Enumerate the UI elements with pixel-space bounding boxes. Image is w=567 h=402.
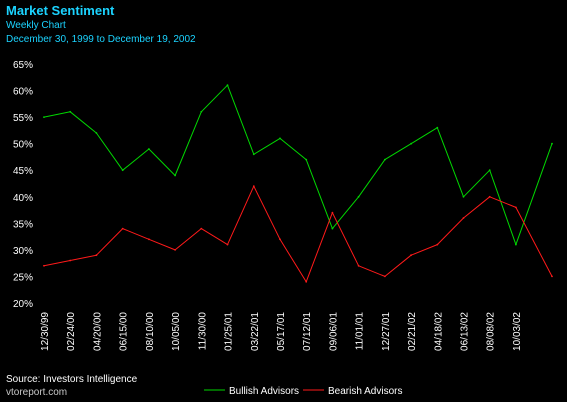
y-tick-label-0: 65% [13,60,33,71]
data-point-bearish-1 [69,259,72,262]
data-point-bullish-9 [279,137,281,140]
x-tick-label-18: 10/03/02 [512,312,523,351]
chart-subtitle: Weekly Chart [6,20,66,31]
x-tick-label-4: 08/10/00 [145,312,156,351]
x-tick-label-8: 03/22/01 [250,312,261,351]
data-point-bearish-17 [488,195,491,198]
data-point-bullish-18 [515,243,517,246]
data-point-bearish-7 [226,243,229,246]
legend-label-bullish: Bullish Advisors [229,386,299,397]
x-tick-label-10: 07/12/01 [302,312,313,351]
data-point-bearish-16 [462,217,465,219]
data-point-bullish-5 [174,174,177,177]
data-point-bearish-8 [252,185,255,188]
x-tick-label-7: 01/25/01 [224,312,235,351]
y-tick-label-3: 50% [13,140,33,151]
data-point-bearish-14 [410,254,412,257]
series-line-bullish [43,84,553,246]
data-point-bullish-7 [226,84,229,87]
data-point-bearish-15 [436,243,439,246]
x-tick-label-14: 02/21/02 [407,312,418,351]
data-point-bullish-3 [121,169,124,172]
data-point-bearish-2 [95,254,98,257]
data-point-bullish-19 [551,142,553,145]
y-tick-label-5: 40% [13,193,33,204]
data-point-bearish-13 [384,275,386,278]
data-point-bullish-6 [200,110,203,113]
series-line-bearish [43,185,553,283]
chart-title: Market Sentiment [6,3,115,18]
data-point-bearish-3 [121,227,124,230]
y-tick-label-4: 45% [13,166,33,177]
data-point-bearish-4 [148,238,150,241]
x-tick-label-5: 10/05/00 [171,312,182,351]
data-point-bearish-11 [331,211,334,214]
data-point-bearish-12 [357,264,360,267]
x-tick-label-6: 11/30/00 [197,312,208,351]
y-tick-label-6: 35% [13,219,33,230]
data-point-bearish-9 [279,238,281,241]
data-point-bearish-5 [174,249,177,251]
data-point-bullish-1 [69,110,72,113]
x-tick-label-16: 06/13/02 [460,312,471,351]
data-point-bullish-11 [331,227,334,230]
x-tick-label-2: 04/20/00 [92,312,103,351]
data-point-bullish-16 [462,195,465,198]
data-point-bearish-18 [515,206,517,209]
data-point-bullish-13 [384,158,386,161]
data-point-bullish-12 [357,195,360,198]
data-point-bearish-19 [551,275,553,278]
y-tick-label-8: 25% [13,272,33,283]
x-tick-label-12: 11/01/01 [355,312,366,351]
x-tick-label-3: 06/15/00 [119,312,130,351]
x-tick-label-13: 12/27/01 [381,312,392,351]
x-tick-label-11: 09/06/01 [328,312,339,351]
source-note: Source: Investors Intelligence [6,374,138,385]
chart-date-range: December 30, 1999 to December 19, 2002 [6,34,196,45]
data-point-bearish-6 [200,227,203,230]
x-tick-label-1: 02/24/00 [66,312,77,351]
data-point-bullish-2 [95,132,98,134]
y-tick-label-1: 60% [13,87,33,98]
y-tick-label-9: 20% [13,299,33,310]
data-point-bullish-4 [148,148,150,150]
data-point-bullish-14 [410,142,412,145]
x-tick-label-0: 12/30/99 [40,312,51,351]
site-link[interactable]: vtoreport.com [6,387,68,398]
x-tick-label-15: 04/18/02 [433,312,444,351]
data-point-bearish-10 [305,280,308,283]
x-tick-label-17: 08/08/02 [486,312,497,351]
data-point-bullish-15 [436,126,439,129]
data-point-bullish-17 [488,169,491,172]
data-point-bullish-8 [252,153,255,156]
legend-label-bearish: Bearish Advisors [328,386,402,397]
data-point-bearish-0 [43,264,45,267]
y-tick-label-7: 30% [13,246,33,257]
data-point-bullish-10 [305,158,308,161]
x-tick-label-9: 05/17/01 [276,312,287,351]
data-point-bullish-0 [43,116,45,118]
y-tick-label-2: 55% [13,113,33,124]
